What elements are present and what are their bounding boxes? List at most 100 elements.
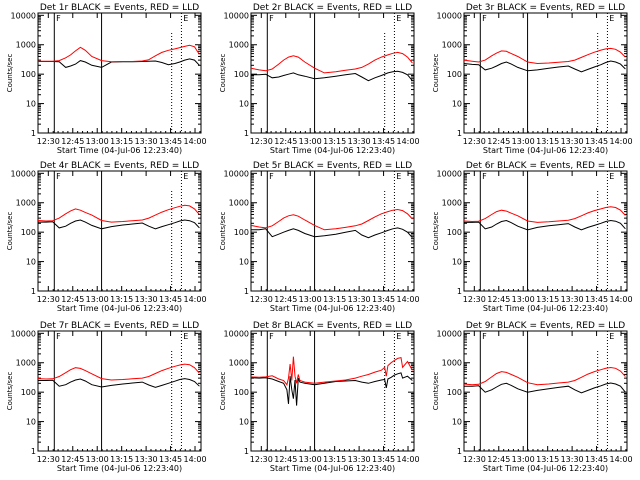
x-tick-label: 13:15 [536,455,559,464]
y-tick-label: 1 [457,129,462,138]
x-tick-label: 13:15 [536,137,559,146]
x-tick-label: 12:45 [487,455,510,464]
lld-series-line [250,51,413,74]
x-tick-label: 14:00 [396,137,419,146]
x-tick-label: 13:15 [110,295,133,304]
marker-letter: F [269,332,274,341]
y-tick-label: 1000 [229,41,249,50]
lld-series-line [37,204,200,223]
y-tick-label: 100 [447,388,462,397]
x-tick-label: 13:00 [299,455,322,464]
panel-title: Det 9r BLACK = Events, RED = LLD [466,321,625,331]
x-tick-label: 13:30 [348,137,371,146]
x-tick-label: 13:45 [585,137,608,146]
panel-title: Det 4r BLACK = Events, RED = LLD [40,161,199,171]
x-tick-label: 13:15 [110,455,133,464]
plot-frame [250,12,415,134]
y-tick-label: 10 [26,258,36,267]
y-tick-label: 1 [457,447,462,456]
y-tick-label: 10000 [11,169,36,178]
events-series-line [251,227,413,239]
marker-letter: E [183,332,188,341]
x-axis-label: Start Time (04-Jul-06 12:23:40) [483,146,608,155]
lld-series-line [250,208,413,231]
x-axis-label: Start Time (04-Jul-06 12:23:40) [57,464,182,473]
x-tick-label: 13:00 [512,455,535,464]
x-tick-label: 12:30 [463,137,486,146]
marker-letter: E [609,332,614,341]
events-series-line [463,60,626,73]
detector-panel-2: Det 2r BLACK = Events, RED = LLD 1 10 100 10… [219,3,420,155]
x-tick-label: 12:45 [61,137,84,146]
y-axis-label: Counts/sec [6,54,14,93]
x-tick-label: 13:00 [86,455,109,464]
x-tick-label: 13:45 [585,455,608,464]
y-tick-label: 1000 [16,199,36,208]
x-tick-label: 13:15 [323,295,346,304]
detector-panel-3: Det 3r BLACK = Events, RED = LLD 1 10 100 10… [432,3,633,155]
y-tick-label: 10 [239,418,249,427]
y-tick-label: 1 [244,129,249,138]
events-series-line [251,70,413,82]
x-tick-label: 13:00 [299,295,322,304]
x-tick-label: 13:30 [135,295,158,304]
x-axis-label: Start Time (04-Jul-06 12:23:40) [483,464,608,473]
x-tick-label: 12:45 [487,295,510,304]
detector-panel-1: Det 1r BLACK = Events, RED = LLD 1 10 100 10… [6,3,207,155]
y-tick-label: 10000 [11,329,36,338]
marker-letter: F [56,14,61,23]
y-tick-label: 1 [31,447,36,456]
events-series-line [250,372,413,406]
x-tick-label: 14:00 [609,137,632,146]
y-tick-label: 1 [457,287,462,296]
events-series-line [38,219,200,230]
marker-letter: F [56,172,61,181]
y-tick-label: 1 [244,447,249,456]
x-axis-label: Start Time (04-Jul-06 12:23:40) [270,464,395,473]
y-tick-label: 10000 [224,11,249,20]
x-tick-label: 14:00 [609,295,632,304]
y-tick-label: 10 [452,258,462,267]
y-tick-label: 10 [239,258,249,267]
y-tick-label: 100 [447,70,462,79]
y-axis-label: Counts/sec [6,212,14,251]
events-series-line [38,378,200,388]
y-tick-label: 1000 [442,199,462,208]
y-tick-label: 10000 [437,11,462,20]
y-tick-label: 100 [234,388,249,397]
y-tick-label: 10 [239,100,249,109]
panel-title: Det 8r BLACK = Events, RED = LLD [253,321,412,331]
x-tick-label: 13:15 [536,295,559,304]
marker-letter: E [396,332,401,341]
events-series-line [464,382,626,394]
y-tick-label: 100 [234,228,249,237]
detector-panel-7: Det 7r BLACK = Events, RED = LLD 1 10 100 10… [6,321,207,473]
y-tick-label: 10 [452,418,462,427]
x-tick-label: 13:30 [348,295,371,304]
x-axis-label: Start Time (04-Jul-06 12:23:40) [483,304,608,313]
panel-title: Det 3r BLACK = Events, RED = LLD [466,3,625,13]
x-tick-label: 12:45 [61,295,84,304]
detector-panel-5: Det 5r BLACK = Events, RED = LLD 1 10 100 10… [219,161,420,313]
events-series-line [38,58,200,68]
y-tick-label: 100 [21,388,36,397]
detector-panel-9: Det 9r BLACK = Events, RED = LLD 1 10 100 10… [432,321,633,473]
x-tick-label: 13:30 [135,455,158,464]
y-tick-label: 100 [234,70,249,79]
detector-panel-6: Det 6r BLACK = Events, RED = LLD 1 10 100 10… [432,161,633,313]
x-axis-label: Start Time (04-Jul-06 12:23:40) [270,146,395,155]
x-tick-label: 12:45 [61,455,84,464]
x-tick-label: 12:30 [37,295,60,304]
panel-title: Det 7r BLACK = Events, RED = LLD [40,321,199,331]
panel-title: Det 1r BLACK = Events, RED = LLD [40,3,199,13]
x-tick-label: 12:30 [37,455,60,464]
marker-letter: E [609,172,614,181]
y-tick-label: 100 [447,228,462,237]
x-tick-label: 13:00 [512,295,535,304]
x-axis-label: Start Time (04-Jul-06 12:23:40) [57,304,182,313]
x-tick-label: 13:45 [585,295,608,304]
y-tick-label: 10 [26,100,36,109]
plot-frame [463,12,628,134]
y-tick-label: 100 [21,228,36,237]
